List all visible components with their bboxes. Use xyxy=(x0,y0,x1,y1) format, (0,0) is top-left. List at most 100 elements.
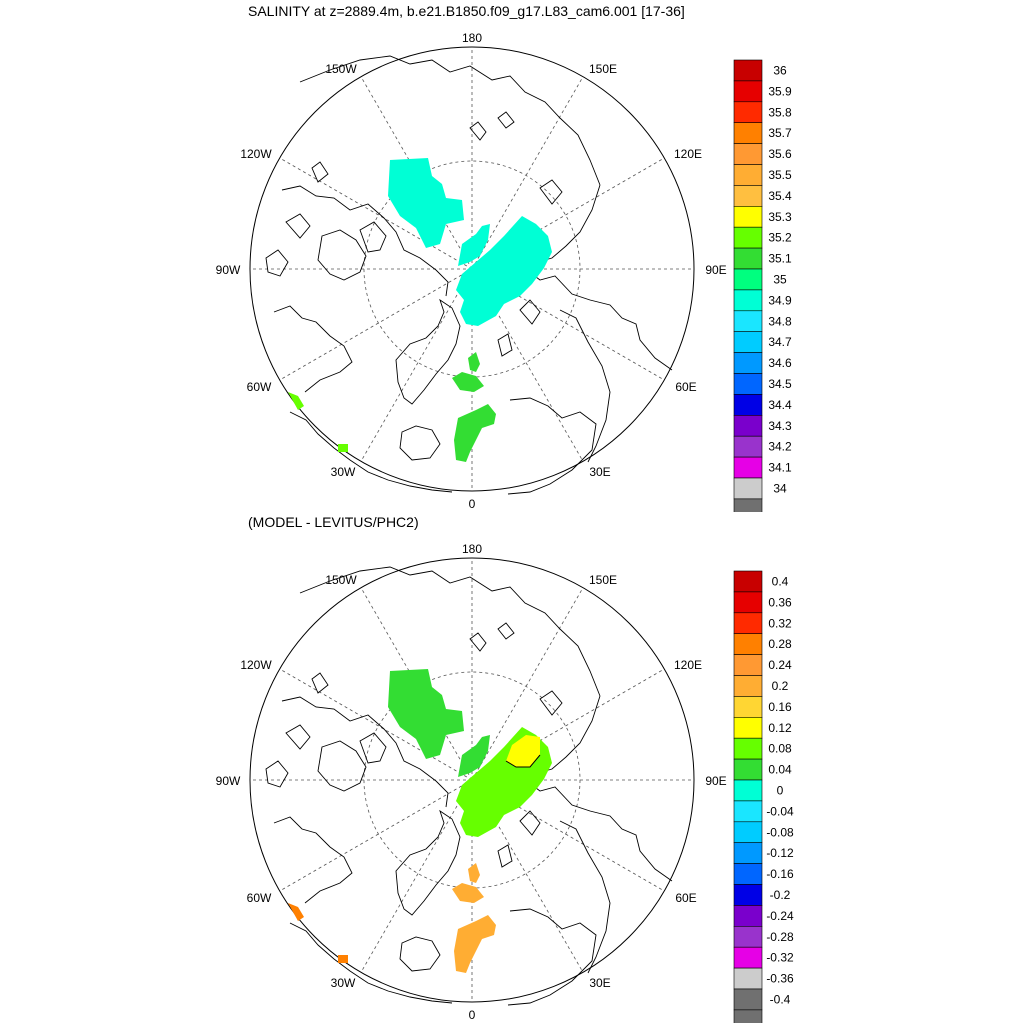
coastline xyxy=(265,249,289,277)
coastline xyxy=(285,213,311,239)
colorbar-swatch xyxy=(733,654,763,676)
field-fram xyxy=(452,883,484,903)
colorbar-label: -0.32 xyxy=(766,951,794,965)
difference-field xyxy=(288,669,552,973)
field-west-edge xyxy=(288,392,304,410)
colorbar-label: 0.24 xyxy=(768,658,792,672)
coastline xyxy=(311,161,329,183)
bottom-colorbar: 0.4 0.36 0.32 0.28 0.24 0.2 0.16 0.12 0.08 0.04 0 -… xyxy=(733,570,794,1023)
field-west-edge xyxy=(288,903,304,921)
colorbar-label: 0.2 xyxy=(772,679,789,693)
coastline xyxy=(273,305,353,393)
colorbar-swatch xyxy=(733,675,763,697)
coastlines xyxy=(265,566,673,1006)
colorbar-swatch xyxy=(733,737,763,760)
top-colorbar: 36 35.9 35.8 35.7 35.6 35.5 35.4 35.3 35.2 35.1 35… xyxy=(733,59,792,512)
colorbar-swatch xyxy=(733,122,763,144)
coastline xyxy=(359,732,387,764)
colorbar-label: -0.12 xyxy=(766,846,794,860)
colorbar-swatch xyxy=(733,800,763,823)
colorbar-swatch xyxy=(733,394,763,416)
colorbar-label: -0.36 xyxy=(766,972,794,986)
colorbar-label: 34.5 xyxy=(768,377,792,391)
colorbar-label: 0.28 xyxy=(768,637,792,651)
colorbar-label: 35.9 xyxy=(768,84,792,98)
colorbar-swatch xyxy=(733,758,763,781)
colorbar-label: 34.4 xyxy=(768,398,792,412)
longitude-label-0: 0 xyxy=(469,1008,476,1022)
longitude-label-60e: 60E xyxy=(675,891,696,905)
colorbar-label: 35.8 xyxy=(768,105,792,119)
field-fram-small xyxy=(468,863,480,883)
colorbar-swatch xyxy=(733,247,763,270)
coastline xyxy=(469,121,487,141)
field-greenland-sea xyxy=(454,915,496,973)
colorbar-label: 34.6 xyxy=(768,356,792,370)
longitude-label-60w: 60W xyxy=(247,380,272,394)
colorbar-label: 34.1 xyxy=(768,461,792,475)
colorbar-label: 35.6 xyxy=(768,147,792,161)
field-sw-dot xyxy=(338,444,348,452)
coastline xyxy=(299,566,601,697)
colorbar-swatch xyxy=(733,863,763,885)
coastline xyxy=(281,185,449,297)
coastline xyxy=(395,809,461,916)
colorbar-label: 35.4 xyxy=(768,189,792,203)
colorbar-swatch xyxy=(733,414,763,437)
coastline xyxy=(395,298,461,405)
coastline xyxy=(317,229,367,281)
colorbar-label: 35.1 xyxy=(768,252,792,266)
colorbar-label: 0.04 xyxy=(768,763,792,777)
colorbar-swatch xyxy=(733,456,763,479)
colorbar-swatch xyxy=(733,988,763,1011)
coastline xyxy=(285,724,311,750)
colorbar-label: 36 xyxy=(773,64,787,78)
field-fram-small xyxy=(468,352,480,372)
coastline xyxy=(359,221,387,253)
colorbar-swatch xyxy=(733,842,763,864)
longitude-label-90e: 90E xyxy=(705,774,726,788)
bottom-panel-title: (MODEL - LEVITUS/PHC2) xyxy=(248,514,419,530)
colorbar-label: -0.04 xyxy=(766,804,794,818)
colorbar-label: 0.36 xyxy=(768,595,792,609)
longitude-label-120w: 120W xyxy=(240,147,272,161)
colorbar-swatch xyxy=(733,925,763,948)
colorbar-swatch xyxy=(733,101,763,124)
longitude-label-180: 180 xyxy=(462,31,482,45)
coastline xyxy=(497,622,515,640)
colorbar-swatch xyxy=(733,477,763,500)
field-eurasian-hot xyxy=(506,735,540,767)
coastline xyxy=(399,936,441,972)
coastline xyxy=(519,810,541,836)
colorbar-swatch xyxy=(733,946,763,969)
field-eurasian xyxy=(456,216,552,326)
longitude-label-60w: 60W xyxy=(247,891,272,905)
longitude-label-150e: 150E xyxy=(589,62,617,76)
coastline xyxy=(497,333,513,357)
coastline xyxy=(559,309,611,463)
coastline xyxy=(289,922,453,1004)
coastline xyxy=(523,695,673,882)
colorbar-swatch xyxy=(733,821,763,843)
meridian-line xyxy=(279,268,473,381)
colorbar-swatch xyxy=(733,226,763,249)
colorbar-label: 0.4 xyxy=(772,575,789,589)
longitude-label-0: 0 xyxy=(469,497,476,511)
colorbar-swatch xyxy=(733,310,763,332)
colorbar-swatch xyxy=(733,633,763,655)
colorbar-label: -0.28 xyxy=(766,930,794,944)
coastline xyxy=(281,696,449,808)
colorbar-swatch xyxy=(733,80,763,103)
colorbar-swatch xyxy=(733,373,763,395)
contour-line xyxy=(505,754,541,768)
colorbar-label: -0.16 xyxy=(766,867,794,881)
meridian-line xyxy=(279,779,473,892)
field-lomonosov-finger xyxy=(458,735,490,777)
meridian-line xyxy=(279,157,473,270)
colorbar-label: 0.16 xyxy=(768,700,792,714)
coastline xyxy=(539,179,563,205)
coastline xyxy=(399,425,441,461)
meridian-line xyxy=(360,268,473,462)
coastline xyxy=(497,844,513,868)
colorbar-label: 34.2 xyxy=(768,440,792,454)
